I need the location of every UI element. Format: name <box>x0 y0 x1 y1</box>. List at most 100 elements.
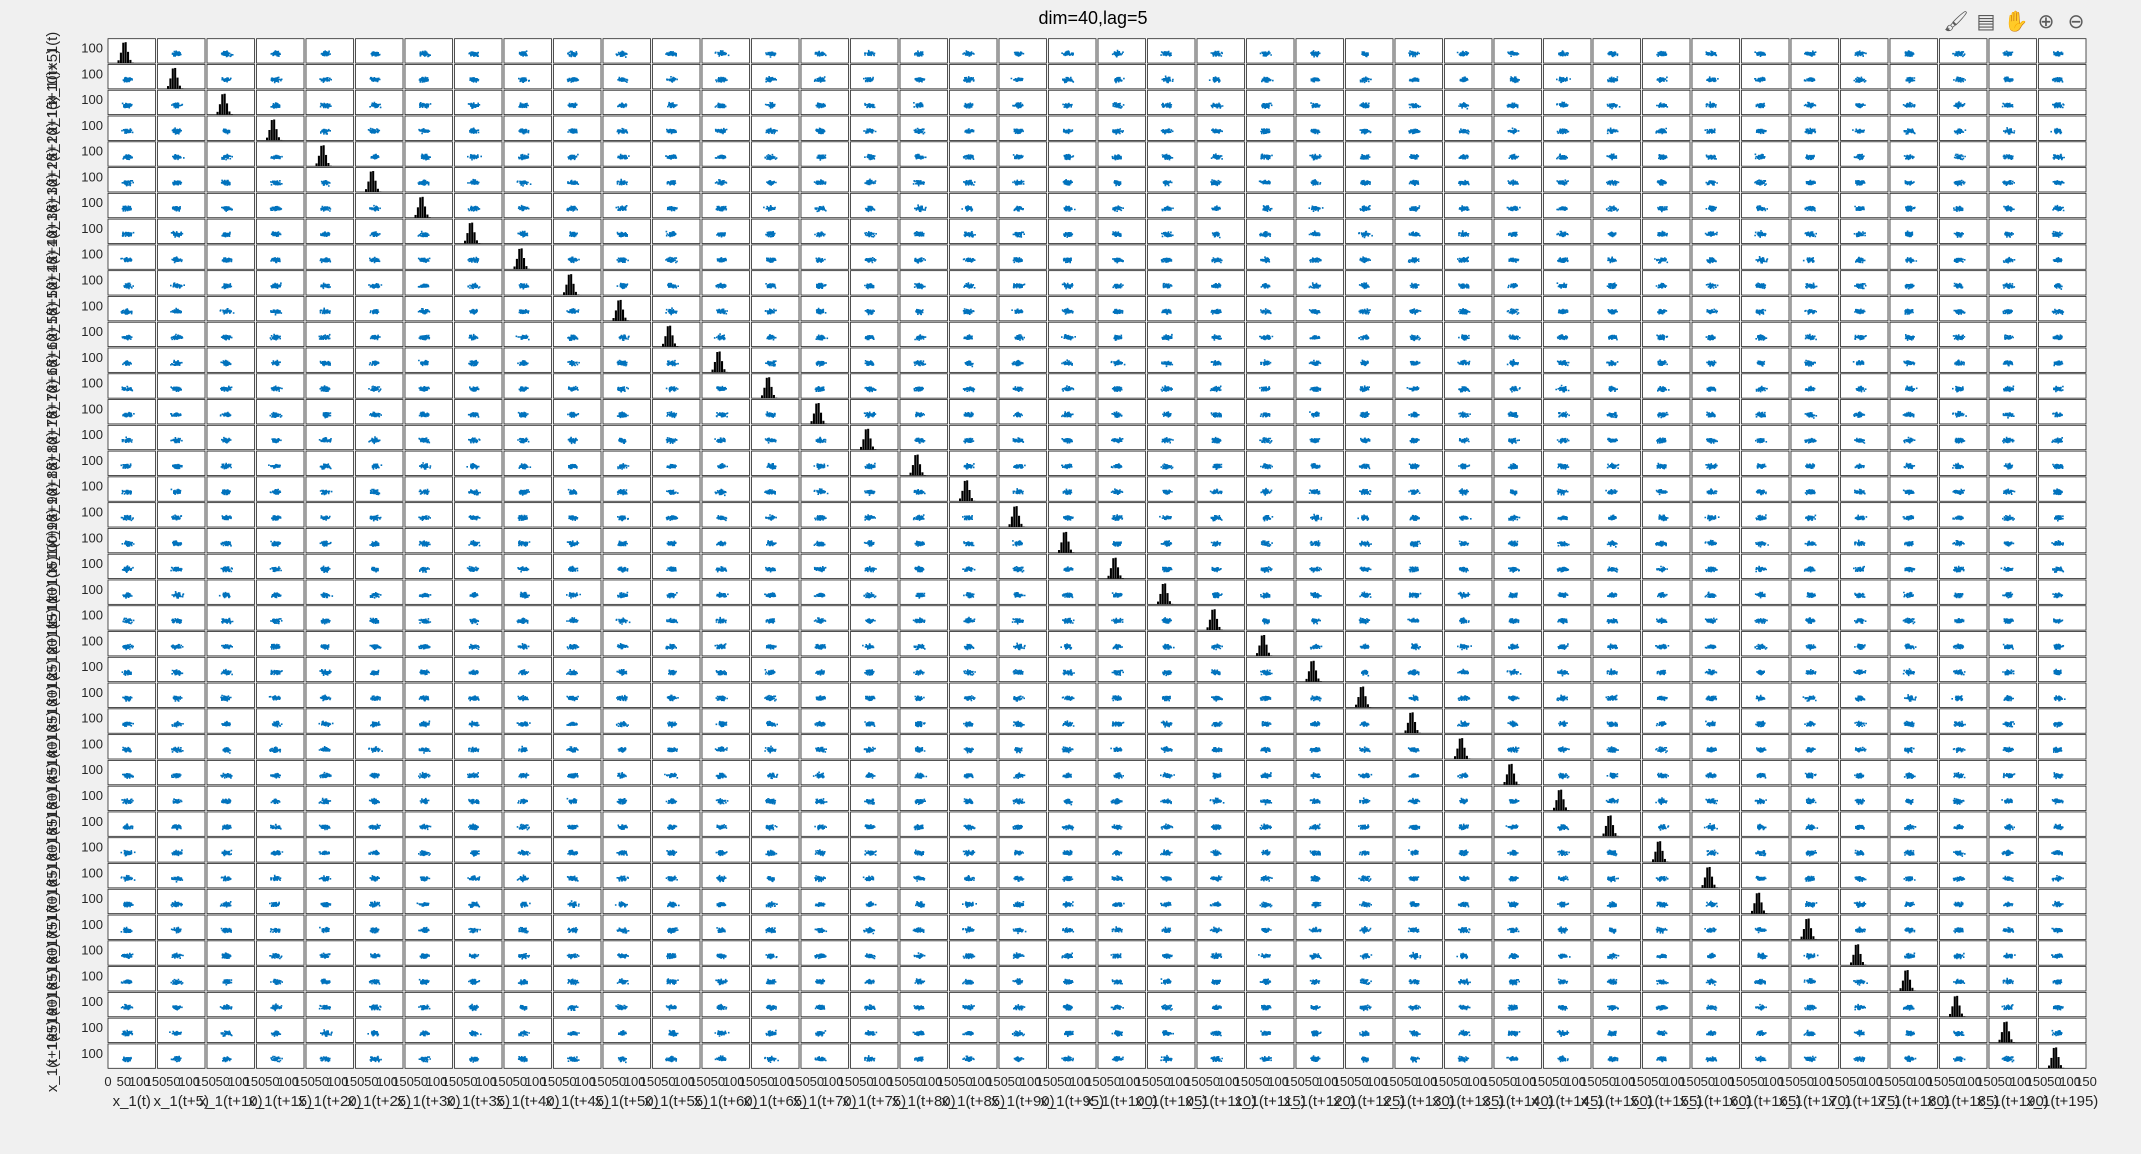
panel-frame <box>602 502 651 528</box>
scatter-panel <box>1741 167 1790 193</box>
panel-frame <box>1642 760 1691 786</box>
scatter-panel <box>1543 734 1592 760</box>
panel-frame <box>1691 785 1740 811</box>
scatter-panel <box>454 373 503 399</box>
panel-frame <box>305 1043 354 1069</box>
scatter-points <box>1012 154 1024 160</box>
scatter-panel <box>701 1017 750 1043</box>
scatter-points <box>1805 154 1815 161</box>
panel-frame <box>1592 450 1641 476</box>
scatter-points <box>269 488 282 495</box>
scatter-panel <box>998 863 1047 889</box>
scatter-panel <box>107 1043 156 1069</box>
histogram-bar <box>1112 558 1115 579</box>
panel-frame <box>800 167 849 193</box>
scatter-points <box>1161 333 1173 341</box>
scatter-panel <box>1840 270 1889 296</box>
scatter-points <box>665 51 677 57</box>
scatter-panel <box>800 888 849 915</box>
scatter-panel <box>949 837 998 863</box>
panel-frame <box>1394 760 1443 786</box>
scatter-panel <box>1741 244 1790 270</box>
scatter-panel <box>305 1043 354 1069</box>
scatter-panel <box>1394 399 1443 425</box>
scatter-panel <box>1543 528 1592 554</box>
scatter-panel <box>1840 528 1889 554</box>
panel-frame <box>107 837 156 863</box>
scatter-panel <box>503 167 552 193</box>
scatter-points <box>962 257 976 263</box>
scatter-panel <box>800 837 849 863</box>
panel-frame <box>157 785 206 811</box>
panel-frame <box>1889 605 1938 631</box>
scatter-points <box>121 489 132 495</box>
scatter-panel <box>1889 553 1938 579</box>
panel-frame <box>355 528 404 554</box>
panel-frame <box>1444 64 1493 90</box>
scatter-panel <box>1939 89 1988 116</box>
histogram-bar <box>421 196 424 218</box>
scatter-panel <box>998 476 1047 502</box>
scatter-points <box>765 76 777 83</box>
scatter-points <box>319 102 332 109</box>
scatter-panel <box>454 1043 503 1069</box>
panel-frame <box>751 1043 800 1069</box>
panel-frame <box>454 115 503 141</box>
scatter-panel <box>1394 296 1443 322</box>
scatter-points <box>171 127 182 135</box>
scatter-panel <box>1840 682 1889 708</box>
histogram-bar <box>419 197 422 218</box>
histogram-bar <box>1211 609 1214 631</box>
scatter-panel <box>850 708 899 734</box>
scatter-points <box>170 359 183 366</box>
scatter-points <box>1456 50 1470 57</box>
histogram-bar <box>1305 678 1308 682</box>
scatter-points <box>765 360 777 367</box>
scatter-points <box>122 411 135 418</box>
scatter-points <box>271 438 282 444</box>
scatter-panel <box>503 888 552 915</box>
histogram-bar <box>167 86 170 89</box>
scatter-panel <box>503 64 552 90</box>
scatter-points <box>1063 232 1074 238</box>
scatter-panel <box>1196 64 1245 90</box>
scatter-panel <box>1741 682 1790 708</box>
panel-frame <box>602 89 651 116</box>
panel-frame <box>1246 914 1295 940</box>
panel-frame <box>1444 502 1493 528</box>
panel-frame <box>1840 373 1889 399</box>
scatter-panel <box>899 192 948 219</box>
panel-frame <box>454 1017 503 1043</box>
scatter-points <box>369 256 381 264</box>
scatter-panel <box>305 476 354 502</box>
scatter-panel <box>206 270 255 296</box>
scatter-points <box>1853 411 1866 418</box>
scatter-panel <box>1295 888 1344 915</box>
panel-frame <box>1592 863 1641 889</box>
scatter-panel <box>1691 270 1740 296</box>
scatter-panel <box>157 888 206 915</box>
panel-frame <box>1988 115 2037 141</box>
scatter-points <box>1110 463 1123 469</box>
scatter-points <box>2003 205 2015 212</box>
scatter-points <box>1210 102 1224 109</box>
panel-frame <box>949 64 998 90</box>
scatter-panel <box>701 399 750 425</box>
panel-frame <box>998 863 1047 889</box>
panel-frame <box>701 89 750 116</box>
panel-frame <box>157 424 206 451</box>
scatter-panel <box>1394 141 1443 167</box>
histogram-bar <box>1357 697 1360 708</box>
scatter-points <box>963 437 975 444</box>
scatter-panel <box>355 64 404 90</box>
scatter-panel <box>1840 373 1889 399</box>
panel-frame <box>404 192 453 219</box>
panel-frame <box>899 888 948 915</box>
panel-frame <box>157 321 206 348</box>
panel-frame <box>949 141 998 167</box>
scatter-panel <box>553 863 602 889</box>
scatter-panel <box>1444 1017 1493 1043</box>
panel-frame <box>949 811 998 837</box>
scatter-points <box>219 308 235 315</box>
